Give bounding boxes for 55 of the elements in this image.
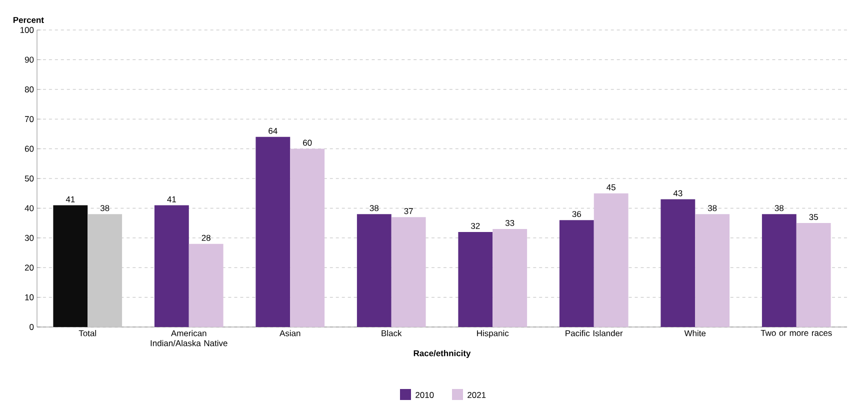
bar [594, 193, 628, 327]
y-tick-label: 10 [25, 294, 34, 300]
data-label: 64 [268, 128, 278, 134]
bar [458, 232, 493, 327]
x-tick-label: Hispanic [477, 330, 509, 338]
x-tick-label: American Indian/Alaska Native [150, 330, 228, 346]
y-tick-label: 70 [24, 116, 34, 122]
data-label: 38 [370, 205, 379, 212]
data-label: 37 [404, 208, 413, 214]
y-tick-label: 90 [24, 56, 34, 63]
x-tick-label: Black [382, 330, 402, 336]
bar [796, 223, 831, 327]
bar [762, 214, 796, 327]
y-axis-title: Percent [13, 17, 44, 23]
bar [53, 205, 88, 327]
data-label: 45 [606, 184, 616, 190]
bar [559, 220, 594, 327]
y-tick-label: 20 [24, 264, 34, 271]
data-label: 60 [303, 140, 312, 146]
y-tick-label: 100 [20, 27, 34, 33]
y-tick-label: 30 [24, 234, 34, 241]
data-label: 38 [708, 205, 717, 212]
bar [660, 199, 696, 327]
y-tick-label: 80 [24, 86, 34, 92]
data-label: 36 [572, 211, 582, 218]
data-label: 41 [167, 196, 176, 202]
data-label: 33 [505, 220, 514, 226]
x-axis-title: Race/ethnicity [414, 350, 471, 358]
x-tick-label: Asian [280, 330, 300, 336]
data-label: 32 [471, 222, 480, 229]
bar [256, 136, 290, 327]
data-label: 43 [673, 190, 682, 196]
bar [88, 214, 122, 327]
y-tick-label: 50 [24, 176, 34, 182]
x-tick-label: Two or more races [760, 330, 832, 336]
data-label: 38 [100, 205, 110, 212]
data-label: 35 [809, 214, 818, 220]
bar [391, 217, 426, 327]
x-tick-label: Total [78, 330, 96, 336]
bar [290, 148, 325, 327]
x-tick-label: Pacific Islander [566, 330, 623, 336]
data-label: 28 [202, 234, 210, 241]
data-label: 41 [66, 196, 75, 202]
data-label: 38 [774, 205, 784, 212]
bar [188, 244, 224, 327]
y-tick-label: 40 [24, 205, 34, 212]
x-tick-label: White [684, 330, 706, 336]
y-tick-label: 0 [30, 324, 34, 330]
bar [356, 214, 392, 327]
bar [492, 228, 528, 327]
y-tick-label: 60 [24, 146, 34, 152]
legend-label: 2021 [468, 392, 486, 398]
legend-label: 2010 [416, 392, 434, 398]
bar [695, 214, 730, 327]
bar [154, 205, 189, 327]
